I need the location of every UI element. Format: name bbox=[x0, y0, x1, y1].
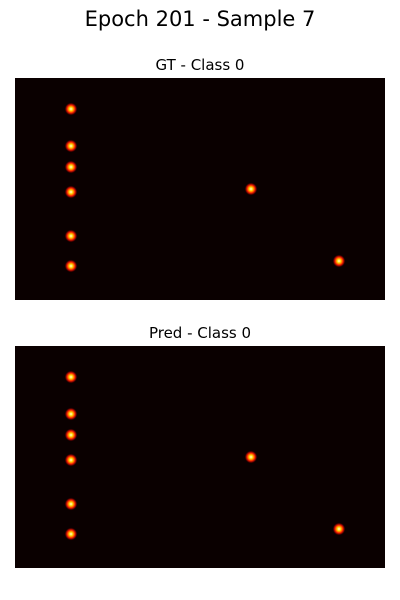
gt-heatmap bbox=[15, 78, 385, 300]
heatmap-peak bbox=[244, 182, 258, 196]
heatmap-peak bbox=[64, 407, 78, 421]
heatmap-peak bbox=[64, 370, 78, 384]
heatmap-peak bbox=[244, 450, 258, 464]
heatmap-peak bbox=[64, 527, 78, 541]
heatmap-peak bbox=[64, 453, 78, 467]
pred-heatmap-plot bbox=[64, 370, 346, 541]
heatmap-peak bbox=[64, 259, 78, 273]
pred-heatmap bbox=[15, 346, 385, 568]
heatmap-peak bbox=[64, 185, 78, 199]
heatmap-peak bbox=[64, 229, 78, 243]
heatmap-peak bbox=[64, 497, 78, 511]
heatmap-peak bbox=[332, 254, 346, 268]
figure-title: Epoch 201 - Sample 7 bbox=[84, 7, 316, 31]
heatmap-peak bbox=[64, 102, 78, 116]
gt-panel-title: GT - Class 0 bbox=[155, 56, 245, 74]
gt-heatmap-plot bbox=[64, 102, 346, 273]
pred-panel-title: Pred - Class 0 bbox=[148, 324, 252, 342]
heatmap-peak bbox=[64, 428, 78, 442]
heatmap-peak bbox=[64, 160, 78, 174]
heatmap-peak bbox=[332, 522, 346, 536]
heatmap-peak bbox=[64, 139, 78, 153]
